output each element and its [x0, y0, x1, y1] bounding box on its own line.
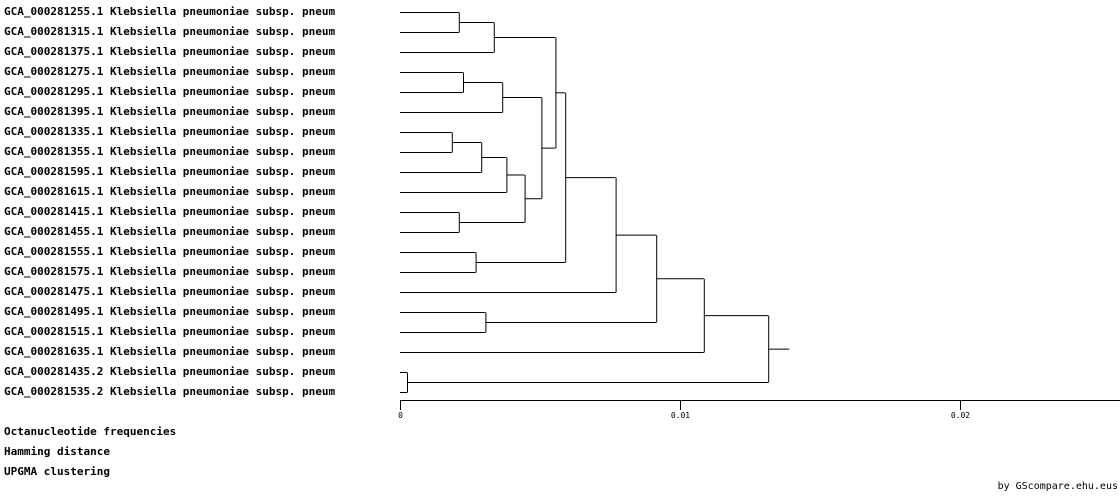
leaf-label: GCA_000281495.1 Klebsiella pneumoniae su… [4, 305, 336, 318]
leaf-label: GCA_000281355.1 Klebsiella pneumoniae su… [4, 145, 336, 158]
credit-text: by GScompare.ehu.eus [997, 481, 1118, 492]
leaf-label: GCA_000281515.1 Klebsiella pneumoniae su… [4, 325, 336, 338]
method-distance: Hamming distance [4, 445, 110, 458]
leaf-label: GCA_000281475.1 Klebsiella pneumoniae su… [4, 285, 336, 298]
leaf-label: GCA_000281415.1 Klebsiella pneumoniae su… [4, 205, 336, 218]
leaf-label: GCA_000281455.1 Klebsiella pneumoniae su… [4, 225, 336, 238]
leaf-label: GCA_000281375.1 Klebsiella pneumoniae su… [4, 45, 336, 58]
leaf-label: GCA_000281535.2 Klebsiella pneumoniae su… [4, 385, 336, 398]
leaf-label: GCA_000281295.1 Klebsiella pneumoniae su… [4, 85, 336, 98]
leaf-label: GCA_000281255.1 Klebsiella pneumoniae su… [4, 5, 336, 18]
method-info: Octanucleotide frequencies Hamming dista… [4, 424, 176, 484]
method-clustering: UPGMA clustering [4, 465, 110, 478]
leaf-label: GCA_000281315.1 Klebsiella pneumoniae su… [4, 25, 336, 38]
leaf-label: GCA_000281575.1 Klebsiella pneumoniae su… [4, 265, 336, 278]
scale-tick-label: 0 [398, 411, 403, 420]
scale-tick-label: 0.01 [671, 411, 690, 420]
leaf-label: GCA_000281555.1 Klebsiella pneumoniae su… [4, 245, 336, 258]
scale-tick-label: 0.02 [951, 411, 970, 420]
leaf-label: GCA_000281335.1 Klebsiella pneumoniae su… [4, 125, 336, 138]
dendrogram: 0 0.01 0.02 [398, 12, 1120, 420]
leaf-label: GCA_000281595.1 Klebsiella pneumoniae su… [4, 165, 336, 178]
leaf-label: GCA_000281275.1 Klebsiella pneumoniae su… [4, 65, 336, 78]
method-frequencies: Octanucleotide frequencies [4, 425, 177, 438]
leaf-label: GCA_000281615.1 Klebsiella pneumoniae su… [4, 185, 336, 198]
leaf-label: GCA_000281395.1 Klebsiella pneumoniae su… [4, 105, 336, 118]
leaf-label: GCA_000281635.1 Klebsiella pneumoniae su… [4, 345, 336, 358]
leaf-label: GCA_000281435.2 Klebsiella pneumoniae su… [4, 365, 336, 378]
